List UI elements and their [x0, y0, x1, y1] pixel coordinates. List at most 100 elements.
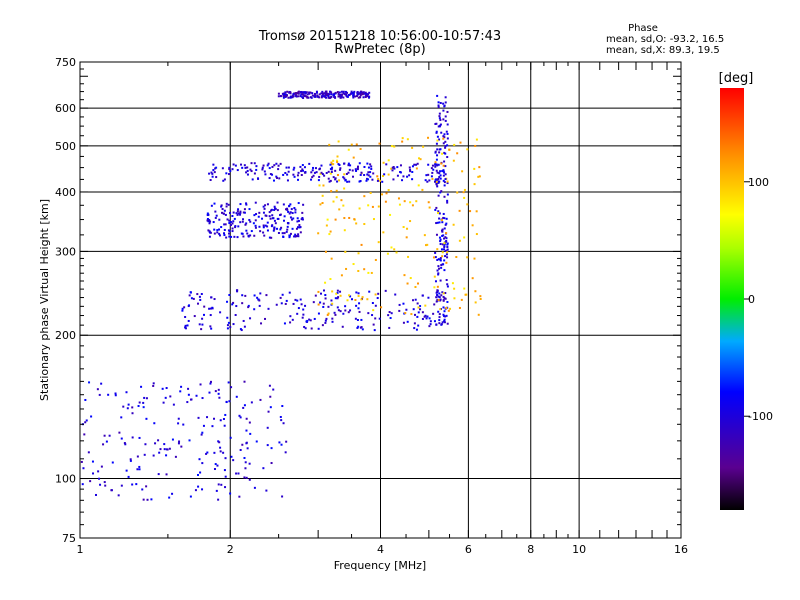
data-point: [369, 175, 372, 178]
data-point: [225, 236, 228, 239]
data-point: [251, 178, 254, 181]
data-point: [437, 295, 440, 298]
data-point: [371, 314, 374, 317]
data-point: [325, 91, 328, 94]
data-point: [438, 221, 441, 224]
data-point: [178, 440, 181, 443]
data-point: [353, 218, 356, 221]
data-point: [442, 234, 445, 237]
data-point: [325, 171, 328, 174]
data-point: [442, 174, 445, 177]
data-point: [436, 294, 439, 297]
data-point: [458, 209, 461, 212]
data-point: [228, 222, 231, 225]
data-point: [266, 221, 269, 224]
data-point: [223, 223, 226, 226]
data-point: [314, 294, 317, 297]
data-point: [336, 180, 339, 183]
data-point: [237, 225, 240, 228]
data-point: [336, 161, 339, 164]
data-point: [300, 303, 303, 306]
data-point: [414, 313, 417, 316]
data-point: [357, 96, 360, 99]
data-point: [442, 118, 445, 121]
data-point: [311, 94, 314, 97]
data-point: [286, 207, 289, 210]
data-point: [275, 303, 278, 306]
data-point: [168, 496, 171, 499]
data-point: [111, 461, 114, 464]
data-point: [266, 426, 269, 429]
data-point: [213, 298, 216, 301]
data-point: [224, 223, 227, 226]
data-point: [335, 189, 338, 192]
data-point: [437, 265, 440, 268]
data-point: [347, 171, 350, 174]
data-point: [391, 145, 394, 148]
data-point: [446, 123, 449, 126]
data-point: [445, 306, 448, 309]
data-point: [177, 417, 180, 420]
data-point: [213, 171, 216, 174]
data-point: [184, 327, 187, 330]
data-point: [232, 323, 235, 326]
data-point: [356, 326, 359, 329]
data-point: [327, 92, 330, 95]
data-point: [269, 406, 272, 409]
data-point: [398, 303, 401, 306]
data-point: [477, 313, 480, 316]
data-point: [308, 318, 311, 321]
data-point: [309, 96, 312, 99]
data-point: [289, 315, 292, 318]
data-point: [229, 170, 232, 173]
data-point: [432, 168, 435, 171]
data-point: [437, 272, 440, 275]
data-point: [324, 319, 327, 322]
data-point: [212, 169, 215, 172]
data-point: [435, 158, 438, 161]
data-point: [225, 202, 228, 205]
data-point: [446, 199, 449, 202]
data-point: [343, 162, 346, 165]
stats-o-line: mean, sd,O: -93.2, 16.5: [606, 34, 724, 45]
data-point: [92, 472, 95, 475]
data-point: [210, 327, 213, 330]
data-point: [440, 131, 443, 134]
data-point: [84, 421, 87, 424]
data-point: [114, 392, 117, 395]
data-point: [366, 173, 369, 176]
data-point: [327, 96, 330, 99]
data-point: [231, 214, 234, 217]
data-point: [437, 177, 440, 180]
data-point: [157, 473, 160, 476]
data-point: [286, 179, 289, 182]
data-point: [120, 437, 123, 440]
data-point: [402, 302, 405, 305]
data-point: [344, 179, 347, 182]
data-point: [298, 224, 301, 227]
data-point: [355, 222, 358, 225]
data-point: [370, 167, 373, 170]
data-point: [327, 312, 330, 315]
data-point: [413, 327, 416, 330]
data-point: [348, 168, 351, 171]
data-point: [87, 451, 90, 454]
data-point: [362, 96, 365, 99]
data-point: [374, 317, 377, 320]
data-point: [347, 311, 350, 314]
data-point: [225, 172, 228, 175]
data-point: [438, 313, 441, 316]
y-tick-label: 100: [55, 473, 76, 486]
data-point: [427, 173, 430, 176]
data-point: [446, 242, 449, 245]
data-point: [239, 211, 242, 214]
data-point: [436, 171, 439, 174]
data-point: [404, 312, 407, 315]
data-point: [253, 162, 256, 165]
data-point: [291, 318, 294, 321]
data-point: [463, 287, 466, 290]
data-point: [231, 222, 234, 225]
data-point: [321, 173, 324, 176]
data-point: [301, 93, 304, 96]
data-point: [440, 323, 443, 326]
